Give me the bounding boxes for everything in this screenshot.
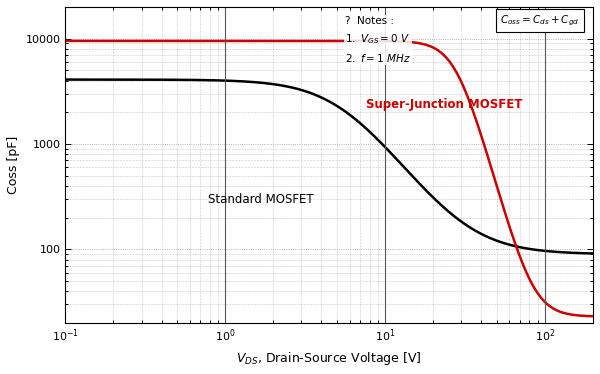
Text: $C_{oss}=C_{ds}+C_{gd}$: $C_{oss}=C_{ds}+C_{gd}$: [500, 13, 580, 28]
X-axis label: $V_{DS}$, Drain-Source Voltage [V]: $V_{DS}$, Drain-Source Voltage [V]: [236, 350, 422, 367]
Text: Super-Junction MOSFET: Super-Junction MOSFET: [366, 98, 523, 111]
Y-axis label: Coss [pF]: Coss [pF]: [7, 136, 20, 194]
Text: Standard MOSFET: Standard MOSFET: [208, 193, 313, 206]
Text: ?  Notes :
$1.\ V_{GS}=0\ V$
$2.\ f=1\ MHz$: ? Notes : $1.\ V_{GS}=0\ V$ $2.\ f=1\ MH…: [345, 16, 411, 64]
